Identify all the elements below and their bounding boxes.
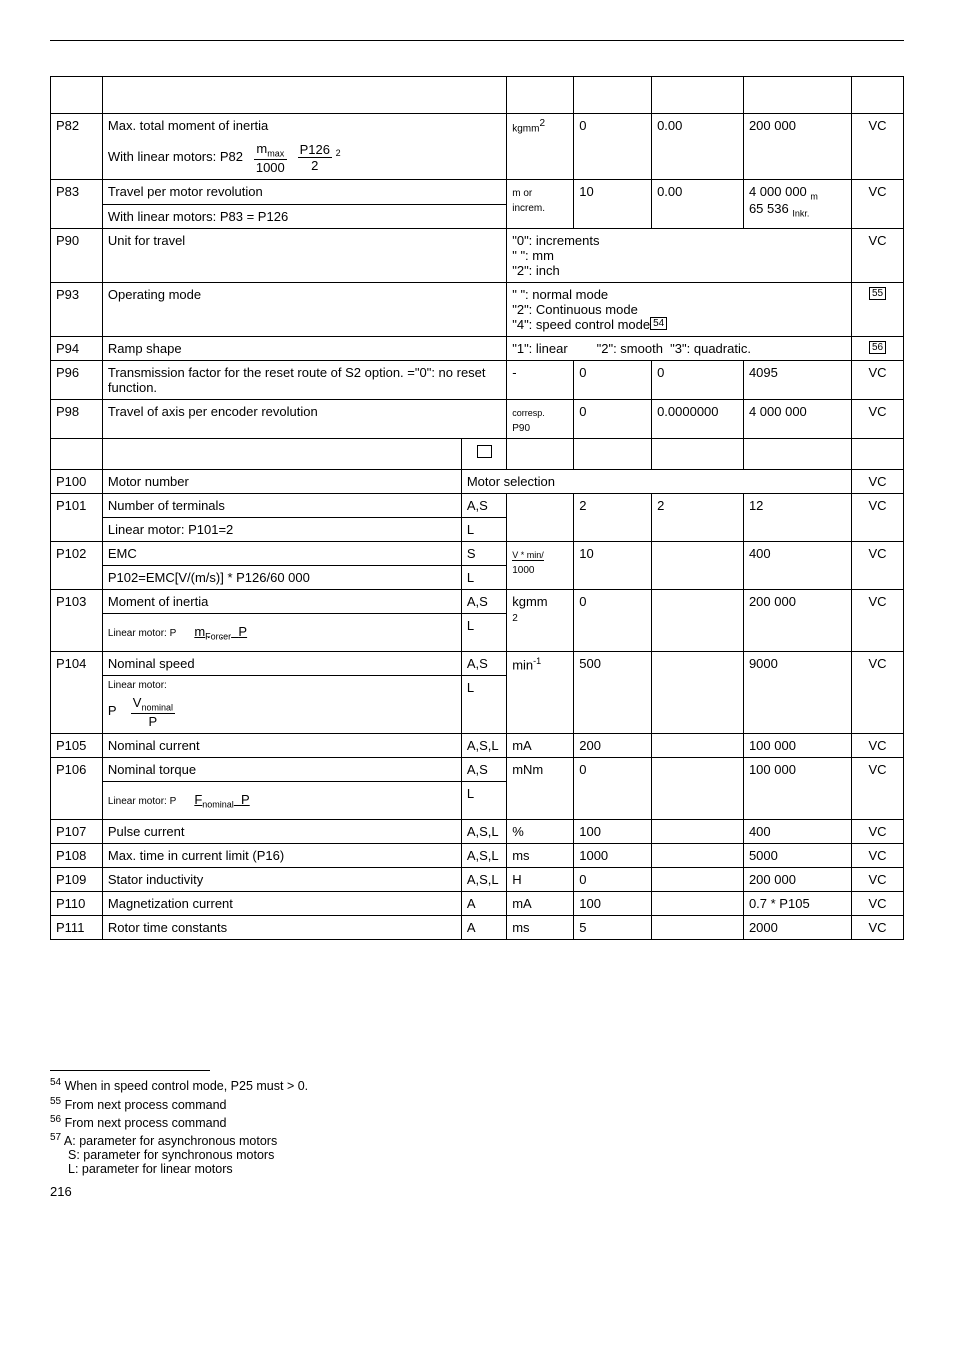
row-p101: P101 Number of terminals A,S 2 2 12 VC [51,493,904,517]
v2: 0.00 [652,114,744,180]
footnote-ref-55[interactable]: 55 [869,287,886,300]
v1: 0 [574,114,652,180]
footnote-55: 55 From next process command [50,1096,904,1112]
page-number: 216 [50,1184,904,1199]
typ: VC [852,114,904,180]
row-p105: P105 Nominal current A,S,L mA 200 100 00… [51,733,904,757]
header-row [51,77,904,114]
checkbox-icon [477,445,492,458]
row-p109: P109 Stator inductivity A,S,L H 0 200 00… [51,868,904,892]
row-p102: P102 EMC S V * min/ 1000 10 400 VC [51,541,904,565]
footnote-ref-54[interactable]: 54 [650,317,667,330]
row-p83: P83 Travel per motor revolution With lin… [51,179,904,228]
row-p82: P82 Max. total moment of inertia With li… [51,114,904,180]
row-p104: P104 Nominal speed A,S min-1 500 9000 VC [51,652,904,676]
row-p94: P94 Ramp shape "1": linear "2": smooth "… [51,336,904,360]
footnotes: 54 When in speed control mode, P25 must … [50,1070,904,1176]
row-p106: P106 Nominal torque A,S mNm 0 100 000 VC [51,757,904,781]
row-p103: P103 Moment of inertia A,S kgmm2 0 200 0… [51,589,904,613]
row-p90: P90 Unit for travel "0": increments " ":… [51,228,904,282]
divider-row [51,438,904,469]
row-p107: P107 Pulse current A,S,L % 100 400 VC [51,820,904,844]
row-p98: P98 Travel of axis per encoder revolutio… [51,399,904,438]
parameter-table: P82 Max. total moment of inertia With li… [50,76,904,940]
row-p100: P100 Motor number Motor selection VC [51,469,904,493]
row-p108: P108 Max. time in current limit (P16) A,… [51,844,904,868]
param-title: Max. total moment of inertia [108,118,501,133]
row-p110: P110 Magnetization current A mA 100 0.7 … [51,892,904,916]
top-rule [50,40,904,41]
row-p96: P96 Transmission factor for the reset ro… [51,360,904,399]
v3: 200 000 [743,114,851,180]
footnote-54: 54 When in speed control mode, P25 must … [50,1077,904,1093]
param-id: P82 [51,114,103,180]
row-p93: P93 Operating mode " ": normal mode "2":… [51,282,904,336]
param-sub: With linear motors: P82 [108,149,243,164]
row-p111: P111 Rotor time constants A ms 5 2000 VC [51,916,904,940]
footnote-57: 57 A: parameter for asynchronous motors … [50,1132,904,1176]
footnote-56: 56 From next process command [50,1114,904,1130]
footnote-ref-56[interactable]: 56 [869,341,886,354]
unit: kgmm2 [507,114,574,180]
